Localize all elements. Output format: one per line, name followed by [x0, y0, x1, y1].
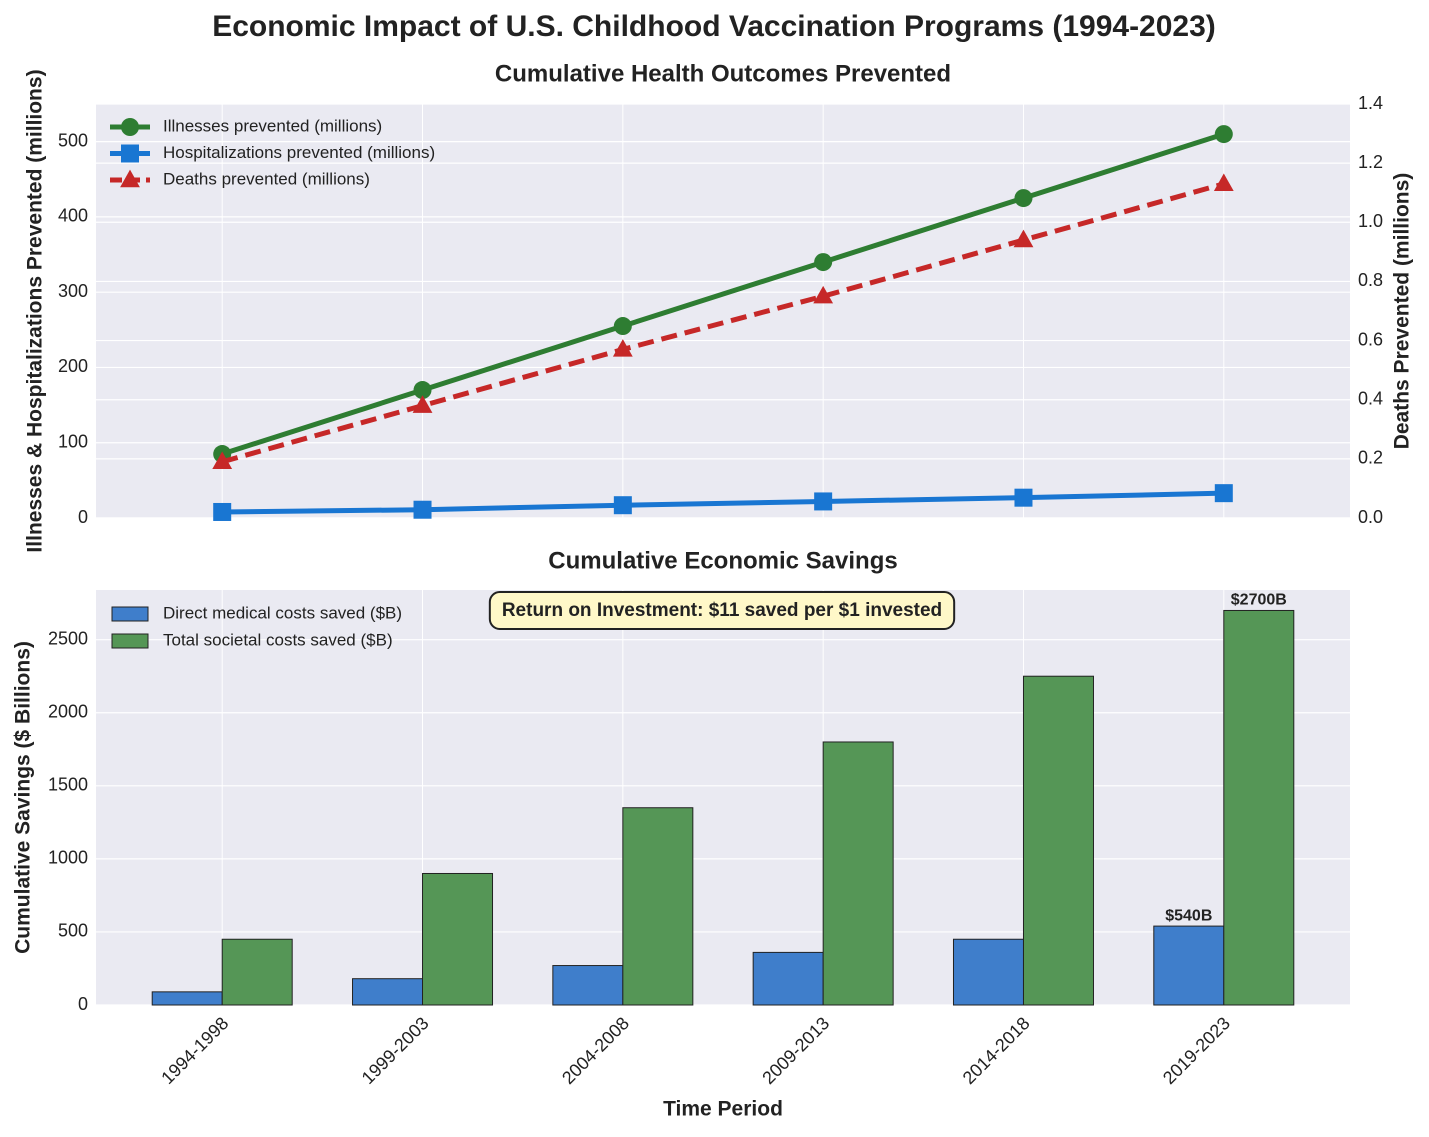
- bar: [352, 978, 424, 1006]
- bar: [752, 951, 824, 1006]
- y2-tick-label: 1.2: [1358, 152, 1383, 172]
- x-tick-label: 2004-2008: [558, 1013, 633, 1088]
- data-point: [814, 492, 833, 511]
- y-tick-label: 0: [78, 994, 88, 1014]
- series-line: [221, 131, 1225, 457]
- y-tick-label: 400: [58, 206, 88, 226]
- bar: [1153, 925, 1225, 1006]
- bar: [1022, 675, 1094, 1006]
- data-point: [613, 496, 632, 515]
- y-tick-label: 1000: [48, 848, 88, 868]
- data-point: [212, 451, 233, 470]
- figure-title: Economic Impact of U.S. Childhood Vaccin…: [212, 10, 1216, 43]
- y-tick-label: 100: [58, 431, 88, 451]
- y-tick-label: 200: [58, 356, 88, 376]
- data-point: [1213, 173, 1234, 192]
- chart-title: Cumulative Economic Savings: [548, 547, 897, 574]
- y-axis-label: Illnesses & Hospitalizations Prevented (…: [24, 69, 47, 552]
- chart-title: Cumulative Health Outcomes Prevented: [495, 60, 951, 87]
- data-point: [813, 285, 834, 304]
- data-point: [612, 339, 633, 357]
- legend-swatch: [111, 633, 149, 649]
- series-line: [222, 490, 1224, 515]
- series-line: [221, 181, 1225, 465]
- data-point: [1014, 488, 1033, 507]
- legend-marker: [121, 118, 139, 136]
- bar: [151, 991, 223, 1006]
- data-label: $2700B: [1231, 592, 1287, 609]
- legend-label: Illnesses prevented (millions): [163, 116, 382, 135]
- x-tick-label: 1999-2003: [358, 1013, 433, 1088]
- y2-axis-label: Deaths Prevented (millions): [1391, 173, 1414, 450]
- y2-tick-label: 0.8: [1358, 270, 1383, 290]
- legend-label: Direct medical costs saved ($B): [163, 603, 402, 622]
- bar: [622, 807, 694, 1006]
- data-point: [412, 395, 433, 413]
- x-tick-label: 1994-1998: [157, 1013, 232, 1088]
- plot-area: [96, 590, 1350, 1005]
- y2-tick-label: 0.6: [1358, 329, 1383, 349]
- legend-label: Hospitalizations prevented (millions): [163, 143, 435, 162]
- plot-area: [96, 104, 1350, 518]
- y2-tick-label: 0.0: [1358, 507, 1383, 527]
- y-tick-label: 2500: [48, 628, 88, 648]
- x-tick-label: 2014-2018: [959, 1013, 1034, 1088]
- legend-marker: [120, 169, 140, 188]
- y2-tick-label: 0.2: [1358, 448, 1383, 468]
- bar: [552, 965, 624, 1006]
- y-tick-label: 2000: [48, 701, 88, 721]
- x-tick-label: 2019-2023: [1159, 1013, 1234, 1088]
- bar: [822, 741, 894, 1006]
- legend-marker: [121, 144, 139, 163]
- y2-tick-label: 1.0: [1358, 211, 1383, 231]
- data-point: [213, 502, 232, 521]
- annotation: Return on Investment: $11 saved per $1 i…: [488, 591, 956, 631]
- y2-tick-label: 1.4: [1358, 93, 1383, 113]
- y-tick-label: 500: [58, 130, 88, 150]
- x-tick-label: 2009-2013: [758, 1013, 833, 1088]
- x-axis-label: Time Period: [663, 1098, 783, 1121]
- data-point: [1214, 125, 1233, 144]
- legend-label: Deaths prevented (millions): [163, 169, 370, 188]
- data-label: $540B: [1165, 907, 1212, 924]
- bar: [422, 872, 494, 1006]
- data-point: [1214, 484, 1233, 503]
- data-point: [1014, 189, 1033, 208]
- bar: [952, 938, 1024, 1006]
- legend-label: Total societal costs saved ($B): [163, 630, 393, 649]
- y-tick-label: 0: [78, 507, 88, 527]
- data-point: [814, 253, 833, 272]
- annotation-text: Return on Investment: $11 saved per $1 i…: [502, 600, 942, 621]
- y2-tick-label: 0.4: [1358, 388, 1383, 408]
- data-point: [413, 500, 432, 519]
- data-point: [613, 317, 632, 336]
- legend-swatch: [111, 606, 149, 622]
- data-point: [1013, 229, 1034, 248]
- y-tick-label: 500: [58, 921, 88, 941]
- data-point: [413, 381, 432, 400]
- y-tick-label: 300: [58, 281, 88, 301]
- y-axis-label: Cumulative Savings ($ Billions): [12, 641, 35, 954]
- bar: [1223, 609, 1295, 1006]
- bar: [221, 938, 293, 1006]
- y-tick-label: 1500: [48, 775, 88, 795]
- annotation-box: [488, 591, 956, 631]
